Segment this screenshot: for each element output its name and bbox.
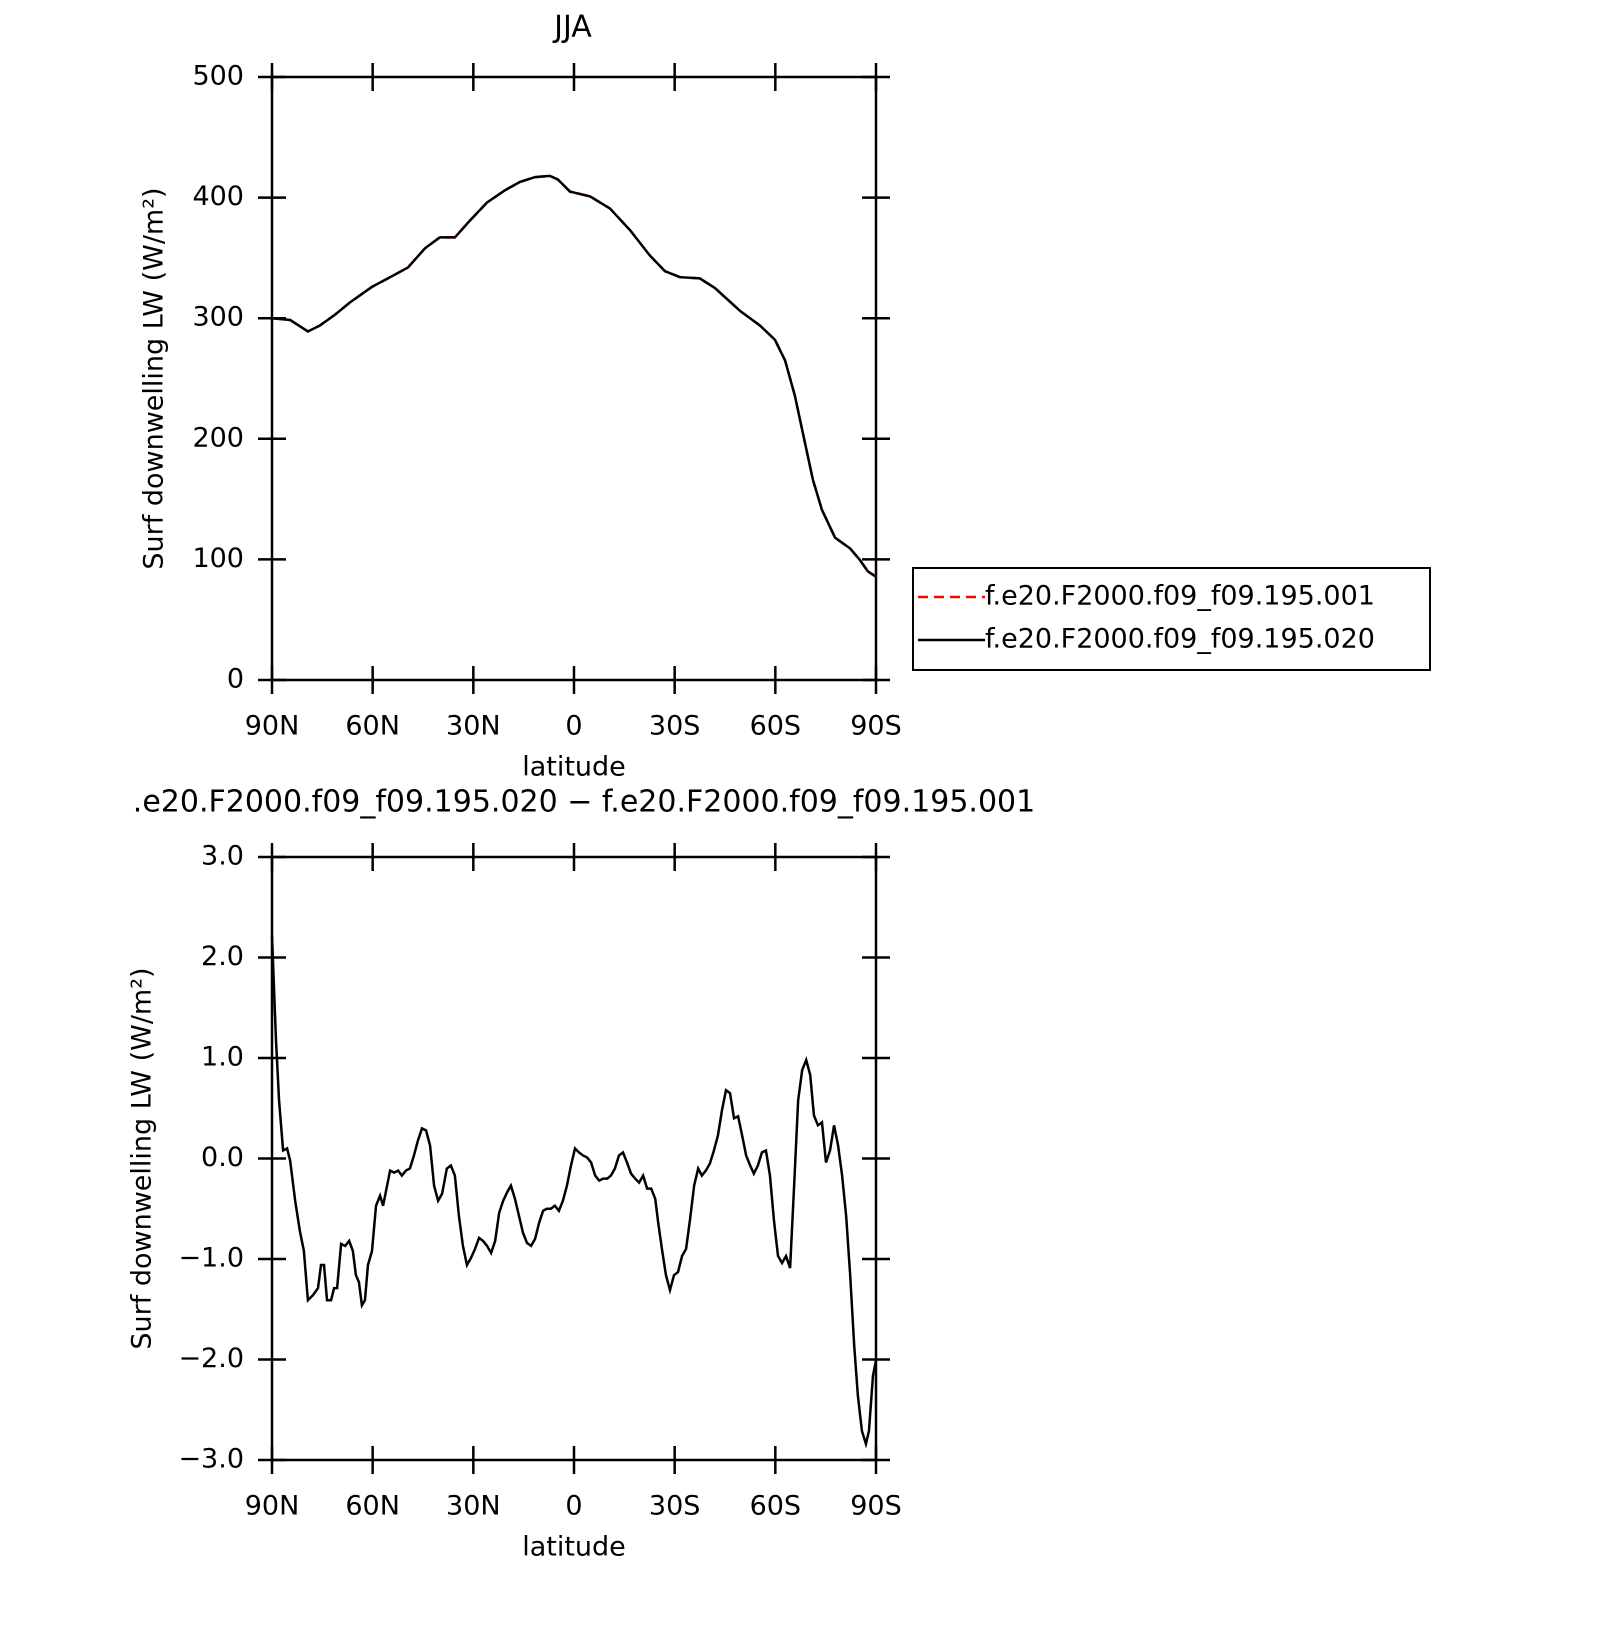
data-line xyxy=(270,935,878,1449)
y-tick-label: 2.0 xyxy=(201,941,244,972)
legend-label: f.e20.F2000.f09_f09.195.020 xyxy=(985,624,1375,655)
y-tick-label: 1.0 xyxy=(201,1042,244,1073)
x-tick-label: 90S xyxy=(850,711,902,742)
x-tick-label: 30S xyxy=(649,711,701,742)
y-tick-label: 500 xyxy=(192,61,244,92)
x-axis-label: latitude xyxy=(522,752,626,783)
x-tick-label: 30N xyxy=(446,1491,501,1522)
x-tick-label: 60S xyxy=(750,711,802,742)
x-tick-label: 90N xyxy=(245,1491,300,1522)
x-tick-label: 30N xyxy=(446,711,501,742)
data-line xyxy=(271,174,877,578)
plot-frame xyxy=(270,75,878,682)
x-tick-label: 0 xyxy=(565,711,582,742)
chart-title: JJA xyxy=(552,10,592,45)
x-tick-label: 60S xyxy=(750,1491,802,1522)
y-tick-label: 3.0 xyxy=(201,841,244,872)
x-tick-label: 30S xyxy=(649,1491,701,1522)
y-tick-label: 200 xyxy=(192,422,244,453)
y-tick-label: 0 xyxy=(227,664,244,695)
x-tick-label: 90N xyxy=(245,711,300,742)
y-tick-label: −1.0 xyxy=(178,1243,244,1274)
y-tick-label: 100 xyxy=(192,543,244,574)
x-axis-label: latitude xyxy=(522,1532,626,1563)
legend-label: f.e20.F2000.f09_f09.195.001 xyxy=(985,581,1375,612)
y-tick-label: 300 xyxy=(192,302,244,333)
x-tick-label: 60N xyxy=(345,1491,400,1522)
data-line xyxy=(271,174,877,578)
y-tick-label: 400 xyxy=(192,181,244,212)
x-tick-label: 60N xyxy=(345,711,400,742)
legend-box xyxy=(912,567,1431,671)
y-axis-label: Surf downwelling LW (W/m²) xyxy=(139,187,170,569)
y-axis-label: Surf downwelling LW (W/m²) xyxy=(127,967,158,1349)
y-tick-label: −3.0 xyxy=(178,1444,244,1475)
chart-title: .e20.F2000.f09_f09.195.020 − f.e20.F2000… xyxy=(133,785,1035,820)
plot-frame xyxy=(270,855,878,1462)
x-tick-label: 90S xyxy=(850,1491,902,1522)
x-tick-label: 0 xyxy=(565,1491,582,1522)
y-tick-label: −2.0 xyxy=(178,1343,244,1374)
y-tick-label: 0.0 xyxy=(201,1142,244,1173)
